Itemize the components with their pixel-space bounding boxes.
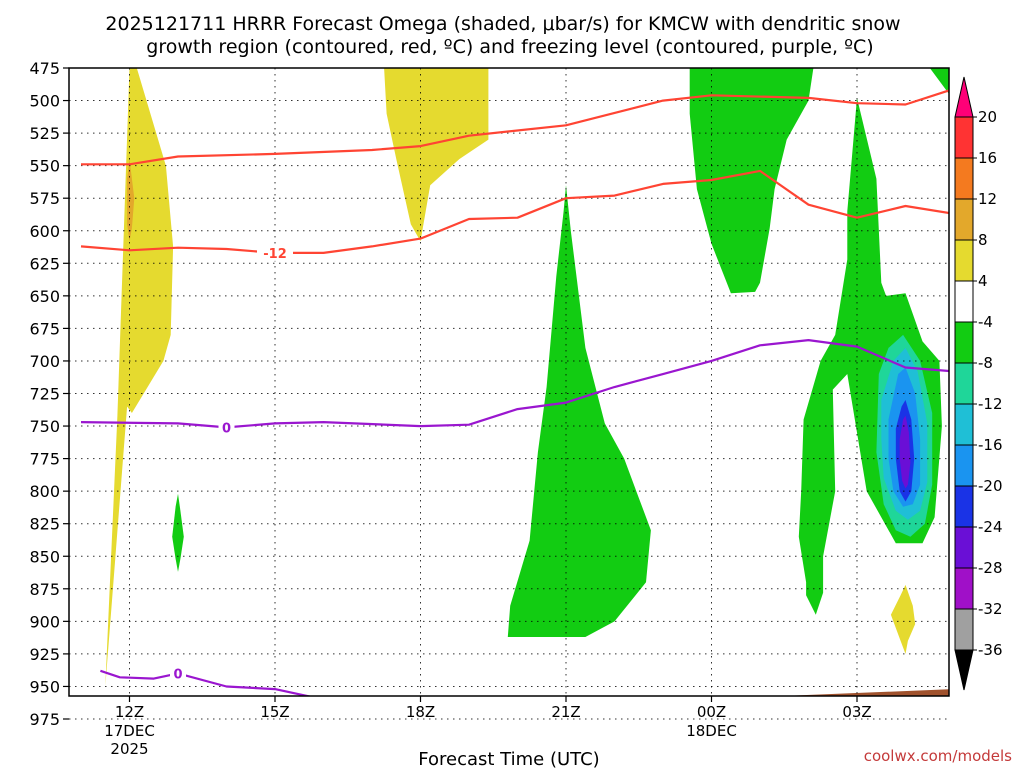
x-tick-label-15Z: 15Z bbox=[260, 703, 289, 721]
y-tick-label-550: 550 bbox=[29, 157, 60, 176]
colorbar-label-2: 12 bbox=[978, 190, 997, 208]
omega-region-3 bbox=[172, 493, 184, 572]
grid-lines bbox=[69, 68, 949, 720]
chart-title-line-2: growth region (contoured, red, ºC) and f… bbox=[146, 36, 873, 58]
x-tick-label-18Z: 18Z bbox=[406, 703, 435, 721]
omega-region-1 bbox=[127, 159, 135, 242]
colorbar-bottom-arrow bbox=[954, 649, 974, 691]
colorbar-label-8: -16 bbox=[978, 436, 1003, 454]
colorbar-segment-4 bbox=[954, 280, 974, 323]
x-date-label-00Z: 18DEC bbox=[686, 722, 737, 740]
y-tick-label-975: 975 bbox=[29, 710, 60, 729]
contour-label-bg-2 bbox=[218, 419, 235, 436]
x-date-label-12Z: 17DEC bbox=[104, 722, 155, 740]
x-tick-label-03Z: 03Z bbox=[842, 703, 871, 721]
colorbar-label-6: -8 bbox=[978, 354, 993, 372]
ground-layer bbox=[782, 689, 949, 696]
colorbar-segment-10 bbox=[954, 526, 974, 569]
y-tick-label-500: 500 bbox=[29, 92, 60, 111]
colorbar-label-10: -24 bbox=[978, 518, 1003, 536]
y-tick-label-925: 925 bbox=[29, 645, 60, 664]
omega-region-13 bbox=[929, 68, 949, 94]
y-tick-label-850: 850 bbox=[29, 547, 60, 566]
colorbar-segment-5 bbox=[954, 321, 974, 364]
colorbar-segment-8 bbox=[954, 444, 974, 487]
y-tick-label-675: 675 bbox=[29, 319, 60, 338]
plot-frame bbox=[68, 67, 950, 697]
x-tick-label-21Z: 21Z bbox=[551, 703, 580, 721]
y-tick-label-950: 950 bbox=[29, 677, 60, 696]
contour-line-2 bbox=[80, 339, 949, 429]
chart-title-line-1: 2025121711 HRRR Forecast Omega (shaded, … bbox=[105, 13, 900, 35]
y-tick-label-800: 800 bbox=[29, 482, 60, 501]
omega-region-6 bbox=[798, 97, 942, 615]
omega-region-5 bbox=[689, 68, 814, 294]
y-tick-label-825: 825 bbox=[29, 515, 60, 534]
colorbar-segment-11 bbox=[954, 567, 974, 610]
contour-label-2: 0 bbox=[222, 421, 231, 436]
colorbar-segment-3 bbox=[954, 239, 974, 282]
y-tick-label-750: 750 bbox=[29, 417, 60, 436]
contour-line-1 bbox=[80, 169, 949, 254]
y-tick-label-775: 775 bbox=[29, 450, 60, 469]
y-tick-label-700: 700 bbox=[29, 352, 60, 371]
omega-region-4 bbox=[507, 185, 651, 637]
colorbar-label-5: -4 bbox=[978, 313, 993, 331]
y-tick-label-600: 600 bbox=[29, 222, 60, 241]
colorbar-label-12: -32 bbox=[978, 600, 1003, 618]
contour-label-bg-3 bbox=[170, 665, 186, 682]
colorbar-label-0: 20 bbox=[978, 108, 997, 126]
omega-region-12 bbox=[890, 584, 916, 654]
contour-label-1: -12 bbox=[263, 247, 287, 262]
colorbar-segment-7 bbox=[954, 403, 974, 446]
colorbar-top-arrow bbox=[954, 76, 974, 118]
y-tick-label-900: 900 bbox=[29, 612, 60, 631]
colorbar-segment-6 bbox=[954, 362, 974, 405]
omega-region-11 bbox=[899, 415, 911, 489]
y-tick-label-875: 875 bbox=[29, 580, 60, 599]
contour-line-3 bbox=[100, 669, 313, 696]
omega-region-14 bbox=[952, 354, 954, 426]
omega-shading bbox=[105, 68, 954, 687]
x-tick-label-12Z: 12Z bbox=[115, 703, 144, 721]
colorbar: 20 16 12 8 4 -4 -8 -12 -16 -20 -24 -28 -32 -36 bbox=[954, 76, 1003, 691]
y-tick-label-525: 525 bbox=[29, 124, 60, 143]
colorbar-label-1: 16 bbox=[978, 149, 997, 167]
temperature-contours: -12 0 0 bbox=[80, 89, 949, 696]
y-tick-label-650: 650 bbox=[29, 287, 60, 306]
colorbar-segment-1 bbox=[954, 157, 974, 200]
omega-region-2 bbox=[384, 68, 489, 242]
y-tick-label-575: 575 bbox=[29, 189, 60, 208]
colorbar-segment-2 bbox=[954, 198, 974, 241]
x-tick-label-00Z: 00Z bbox=[697, 703, 726, 721]
colorbar-label-7: -12 bbox=[978, 395, 1003, 413]
y-tick-label-625: 625 bbox=[29, 254, 60, 273]
contour-line-0 bbox=[81, 89, 949, 166]
colorbar-segment-9 bbox=[954, 485, 974, 528]
colorbar-label-4: 4 bbox=[978, 272, 988, 290]
contour-label-bg-1 bbox=[257, 244, 293, 261]
colorbar-label-9: -20 bbox=[978, 477, 1003, 495]
x-axis-label: Forecast Time (UTC) bbox=[418, 749, 599, 768]
colorbar-label-11: -28 bbox=[978, 559, 1003, 577]
pressure-axis: 475 500 525 550 575 600 625 650 675 700 725 750 775 8… bbox=[29, 59, 69, 729]
colorbar-label-3: 8 bbox=[978, 231, 988, 249]
colorbar-segment-12 bbox=[954, 608, 974, 651]
colorbar-segment-0 bbox=[954, 116, 974, 159]
omega-region-0 bbox=[105, 68, 174, 687]
watermark-text: coolwx.com/models bbox=[864, 747, 1012, 765]
colorbar-label-13: -36 bbox=[978, 641, 1003, 659]
x-year-label-12Z: 2025 bbox=[110, 740, 148, 758]
contour-label-3: 0 bbox=[173, 667, 182, 682]
y-tick-label-725: 725 bbox=[29, 385, 60, 404]
ground-surface bbox=[782, 689, 949, 696]
y-tick-label-475: 475 bbox=[29, 59, 60, 78]
